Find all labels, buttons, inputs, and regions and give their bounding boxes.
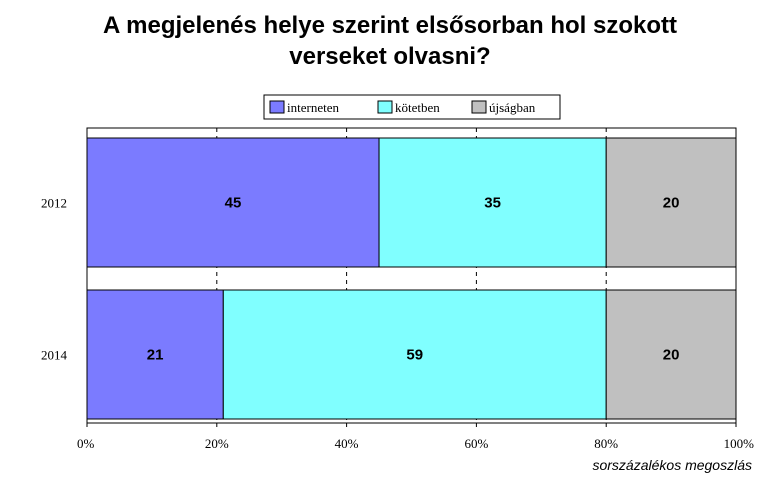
- chart-title: A megjelenés helye szerint elsősorban ho…: [0, 10, 780, 72]
- chart-title-line-2: verseket olvasni?: [289, 43, 491, 70]
- y-axis-categories: 2012 2014: [41, 196, 68, 363]
- x-tick-label: 100%: [724, 436, 755, 451]
- data-label: 59: [406, 347, 423, 364]
- legend-label-újságban: újságban: [489, 100, 536, 115]
- data-label: 21: [147, 347, 164, 364]
- chart-title-line-1: A megjelenés helye szerint elsősorban ho…: [103, 12, 677, 39]
- legend-swatch-újságban: [471, 100, 487, 114]
- bars: 45 35 20 21 59 20: [86, 137, 737, 420]
- data-label: 45: [225, 195, 242, 212]
- bar-kötetben-2012: [378, 137, 607, 268]
- bar-interneten-2012: [86, 137, 380, 268]
- legend-label-interneten: interneten: [287, 100, 339, 115]
- x-tick-label: 40%: [335, 436, 359, 451]
- category-label: 2012: [41, 196, 67, 211]
- data-label: 35: [484, 195, 501, 212]
- legend-swatch-kötetben: [377, 100, 393, 114]
- data-label: 20: [663, 347, 680, 364]
- data-label: 20: [663, 195, 680, 212]
- x-tick-label: 0%: [77, 436, 95, 451]
- legend-box: [263, 94, 561, 120]
- x-tick-label: 80%: [594, 436, 618, 451]
- x-tick-label: 60%: [464, 436, 488, 451]
- x-axis-ticks: 0% 20% 40% 60% 80% 100%: [77, 423, 754, 451]
- bar-újságban-2014: [605, 289, 737, 420]
- legend: interneten kötetben újságban: [263, 94, 561, 120]
- category-label: 2014: [41, 348, 68, 363]
- bar-újságban-2012: [605, 137, 737, 268]
- x-tick-label: 20%: [205, 436, 229, 451]
- legend-label-kötetben: kötetben: [395, 100, 440, 115]
- x-axis-label: sorszázalékos megoszlás: [592, 457, 752, 473]
- legend-swatch-interneten: [269, 100, 285, 114]
